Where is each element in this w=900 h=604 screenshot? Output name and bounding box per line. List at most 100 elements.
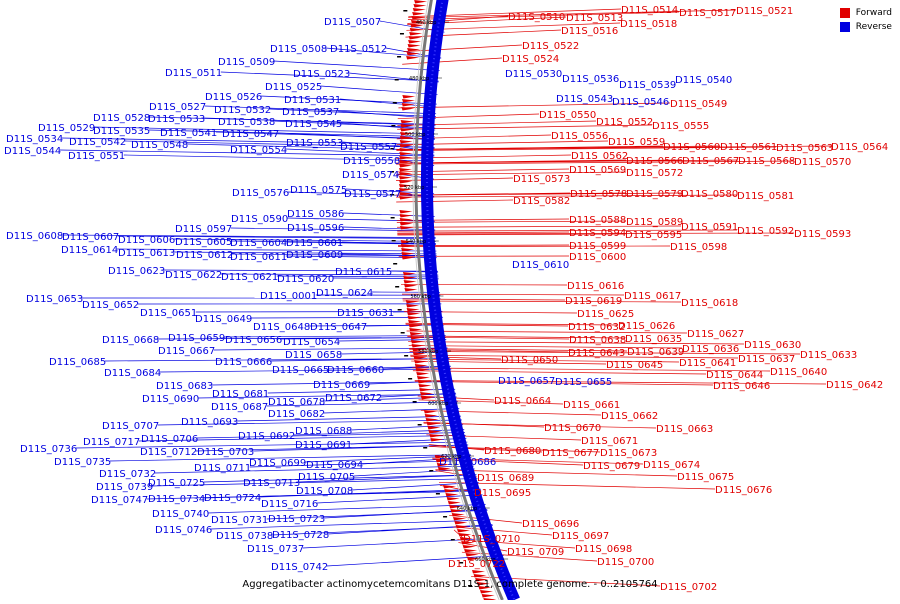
gene-label: D11S_0642: [826, 380, 883, 391]
gene-label: D11S_0740: [152, 509, 209, 520]
scale-tick-label: 640 kbp: [457, 506, 477, 512]
forward-gene-arrow: [401, 120, 414, 124]
gene-label: D11S_0526: [205, 92, 262, 103]
gene-label: D11S_0690: [142, 394, 199, 405]
leader-line: [405, 30, 561, 37]
forward-gene-arrow: [457, 529, 470, 533]
gene-label: D11S_0601: [286, 238, 343, 249]
gene-label: D11S_0518: [620, 19, 677, 30]
gene-label: D11S_0664: [494, 396, 551, 407]
gene-label: D11S_0563: [776, 143, 833, 154]
gene-label: D11S_0543: [556, 94, 613, 105]
gene-label: D11S_0665: [272, 365, 329, 376]
gene-label: D11S_0606: [118, 235, 175, 246]
gene-label: D11S_0746: [155, 525, 212, 536]
gene-label: D11S_0536: [562, 74, 619, 85]
gene-label: D11S_0568: [738, 156, 795, 167]
scale-tick-label: 480 kbp: [409, 76, 429, 82]
gene-label: D11S_0544: [4, 146, 61, 157]
gene-label: D11S_0567: [682, 156, 739, 167]
leader-line: [396, 178, 513, 181]
leader-line: [413, 371, 706, 374]
gene-label: D11S_0641: [679, 358, 736, 369]
gene-label: D11S_0648: [253, 322, 310, 333]
gene-label: D11S_0593: [794, 229, 851, 240]
gene-label: D11S_0705: [298, 472, 355, 483]
gene-label: D11S_0643: [568, 348, 625, 359]
gene-label: D11S_0001: [260, 291, 317, 302]
gene-label: D11S_0737: [247, 544, 304, 555]
forward-gene-arrow: [482, 594, 495, 598]
gene-label: D11S_0723: [268, 514, 325, 525]
gene-label: D11S_0635: [625, 334, 682, 345]
gene-label: D11S_0622: [165, 270, 222, 281]
forward-gene-arrow: [407, 308, 420, 312]
gene-label: D11S_0552: [596, 117, 653, 128]
forward-gene-arrow: [414, 360, 427, 364]
gene-label: D11S_0624: [316, 288, 373, 299]
gene-label: D11S_0540: [675, 75, 732, 86]
gene-label: D11S_0555: [652, 121, 709, 132]
gene-label: D11S_0528: [93, 113, 150, 124]
feature-mark: [397, 56, 401, 58]
leader-line: [343, 213, 435, 216]
forward-gene-arrow: [480, 590, 493, 594]
gene-label: D11S_0724: [204, 493, 261, 504]
feature-mark: [443, 516, 447, 518]
forward-gene-arrow: [399, 176, 412, 180]
gene-label: D11S_0699: [249, 458, 306, 469]
reverse-swatch: [840, 22, 850, 32]
gene-label: D11S_0570: [794, 157, 851, 168]
gene-label: D11S_0739: [96, 482, 153, 493]
gene-label: D11S_0539: [619, 80, 676, 91]
gene-label: D11S_0687: [211, 402, 268, 413]
gene-label: D11S_0639: [627, 347, 684, 358]
forward-gene-arrow: [410, 28, 423, 32]
gene-label: D11S_0525: [265, 82, 322, 93]
forward-gene-arrow: [412, 12, 425, 16]
gene-label: D11S_0609: [286, 250, 343, 261]
gene-label: D11S_0640: [770, 367, 827, 378]
gene-label: D11S_0605: [175, 237, 232, 248]
feature-mark: [413, 401, 417, 403]
gene-label: D11S_0710: [463, 534, 520, 545]
gene-label: D11S_0582: [513, 196, 570, 207]
gene-label: D11S_0738: [216, 531, 273, 542]
gene-label: D11S_0728: [272, 530, 329, 541]
gene-label: D11S_0697: [552, 531, 609, 542]
forward-gene-arrow: [406, 304, 419, 308]
legend-reverse-label: Reverse: [856, 22, 892, 32]
gene-label: D11S_0632: [568, 322, 625, 333]
gene-label: D11S_0659: [168, 333, 225, 344]
forward-gene-arrow: [448, 501, 461, 505]
forward-gene-arrow: [406, 56, 419, 60]
gene-label: D11S_0594: [569, 228, 626, 239]
gene-label: D11S_0510: [508, 12, 565, 23]
gene-label: D11S_0560: [663, 142, 720, 153]
forward-gene-arrow: [419, 388, 432, 392]
gene-label: D11S_0610: [512, 260, 569, 271]
feature-mark: [423, 447, 427, 449]
gene-label: D11S_0547: [222, 129, 279, 140]
forward-gene-arrow: [400, 140, 413, 144]
gene-label: D11S_0689: [477, 473, 534, 484]
gene-label: D11S_0680: [484, 446, 541, 457]
leader-line: [396, 200, 513, 202]
gene-label: D11S_0509: [218, 57, 275, 68]
gene-label: D11S_0653: [26, 294, 83, 305]
gene-label: D11S_0600: [569, 252, 626, 263]
gene-label: D11S_0549: [670, 99, 727, 110]
forward-gene-arrow: [399, 164, 412, 168]
forward-gene-arrow: [404, 288, 417, 292]
leader-line: [401, 284, 567, 285]
gene-label: D11S_0545: [285, 119, 342, 130]
gene-label: D11S_0590: [231, 214, 288, 225]
gene-label: D11S_0598: [670, 242, 727, 253]
gene-label: D11S_0633: [800, 350, 857, 361]
forward-gene-arrow: [408, 44, 421, 48]
forward-gene-arrow: [430, 438, 443, 442]
scale-tick-label: 460 kbp: [416, 20, 436, 26]
gene-label: D11S_0618: [681, 298, 738, 309]
gene-label: D11S_0691: [295, 440, 352, 451]
